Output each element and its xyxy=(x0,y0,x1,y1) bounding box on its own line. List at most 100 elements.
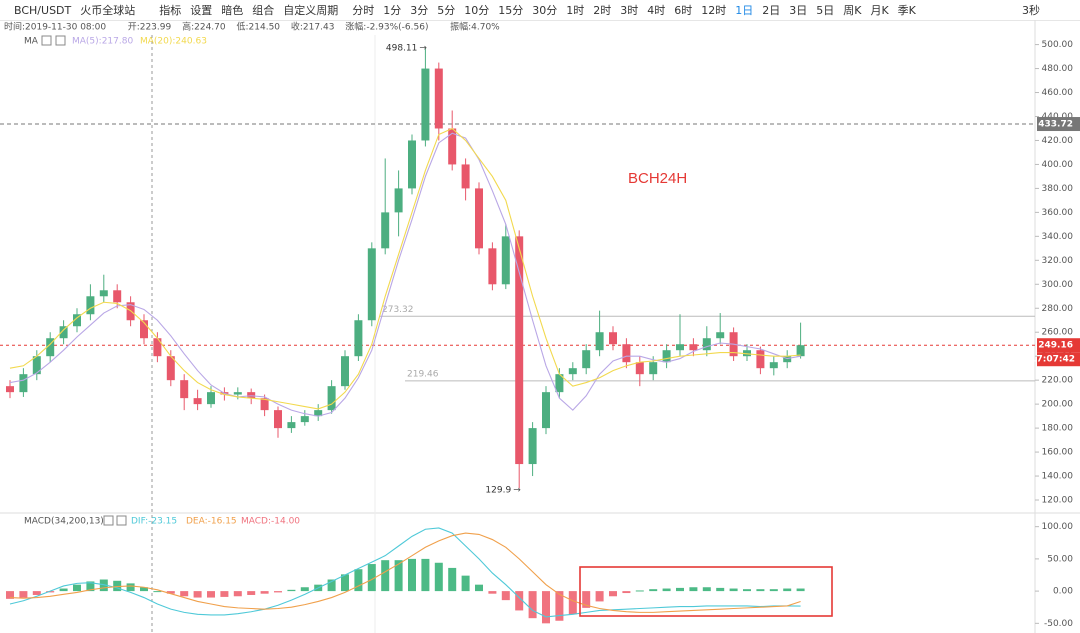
candle-body xyxy=(568,368,577,375)
candle-body xyxy=(140,320,148,339)
ma-legend: MA(20):240.63 xyxy=(140,37,207,47)
macd-bar xyxy=(193,591,202,598)
toolbar-button[interactable]: 设置 xyxy=(190,4,213,17)
period-button[interactable]: 10分 xyxy=(464,4,490,17)
macd-bar xyxy=(729,588,738,592)
price-tag xyxy=(1037,117,1080,132)
price-line-label: 219.46 xyxy=(407,369,439,379)
candle-body xyxy=(448,128,457,165)
candle-body xyxy=(689,344,698,351)
macd-bar xyxy=(86,581,95,592)
macd-bar xyxy=(327,579,336,592)
macd-bar xyxy=(99,579,108,592)
candle-body xyxy=(716,332,725,339)
candle-body xyxy=(702,338,711,351)
macd-bar xyxy=(676,587,684,592)
candle-body xyxy=(46,338,55,357)
macd-bar xyxy=(515,591,524,611)
period-button[interactable]: 1分 xyxy=(383,4,402,17)
period-button[interactable]: 分时 xyxy=(352,4,375,17)
macd-bar xyxy=(260,591,269,594)
candle-body xyxy=(6,386,14,393)
macd-bar xyxy=(796,588,805,592)
arrow: → xyxy=(419,43,427,53)
arrow: → xyxy=(513,486,521,496)
y-tick-label: 120.00 xyxy=(1042,496,1074,506)
candle-body xyxy=(59,326,68,339)
period-button[interactable]: 15分 xyxy=(498,4,524,17)
symbol[interactable]: BCH/USDT xyxy=(14,3,72,17)
period-button[interactable]: 12时 xyxy=(701,4,727,17)
countdown: 17:07:42 xyxy=(1030,355,1075,365)
macd-bar xyxy=(274,591,282,593)
period-button[interactable]: 5日 xyxy=(816,4,835,17)
period-button[interactable]: 周K xyxy=(843,4,862,17)
info-text: 涨幅:-2.93%(-6.56) xyxy=(345,21,428,33)
macd-bar xyxy=(247,591,256,595)
candle-body xyxy=(354,320,363,357)
candle-body xyxy=(73,314,81,327)
period-button[interactable]: 3时 xyxy=(620,4,639,17)
macd-bar xyxy=(381,560,390,592)
y-tick-label: 50.00 xyxy=(1047,554,1073,564)
candle-body xyxy=(260,398,269,411)
candle-body xyxy=(113,290,122,303)
macd-bar xyxy=(769,589,778,592)
icon xyxy=(41,35,52,46)
candle-body xyxy=(287,422,296,429)
ma-legend: MA(5):217.80 xyxy=(72,37,133,47)
macd-bar xyxy=(6,591,14,599)
macd-legend: DIF:-23.15 xyxy=(131,517,177,527)
macd-bar xyxy=(220,591,229,597)
candle-body xyxy=(756,350,765,369)
candle-body xyxy=(743,350,751,357)
candle-body xyxy=(555,374,564,393)
period-button[interactable]: 6时 xyxy=(674,4,693,17)
y-tick-label: 320.00 xyxy=(1042,256,1074,266)
candle-body xyxy=(649,362,658,375)
y-tick-label: 100.00 xyxy=(1042,522,1074,532)
macd-bar xyxy=(756,589,765,592)
refresh[interactable]: 3秒 xyxy=(1022,4,1040,17)
candle-body xyxy=(367,248,376,321)
toolbar-button[interactable]: 暗色 xyxy=(221,4,244,17)
period-button[interactable]: 2日 xyxy=(762,4,781,17)
macd-bar xyxy=(126,583,135,592)
candle-body xyxy=(207,392,215,405)
candle-body xyxy=(99,290,108,297)
macd-bar xyxy=(716,587,725,592)
macd-bar xyxy=(622,591,631,594)
macd-bar xyxy=(207,591,215,598)
period-button[interactable]: 1日 xyxy=(735,4,754,17)
macd-bar xyxy=(448,567,457,592)
period-button[interactable]: 4时 xyxy=(647,4,666,17)
high-label: 498.11 xyxy=(386,43,418,53)
period-button[interactable]: 月K xyxy=(870,4,889,17)
macd-bar xyxy=(434,562,443,592)
period-button[interactable]: 5分 xyxy=(437,4,456,17)
macd-bar xyxy=(743,589,751,592)
annotation: BCH24H xyxy=(628,170,687,187)
y-tick-label: 500.00 xyxy=(1042,40,1074,50)
period-button[interactable]: 3分 xyxy=(410,4,429,17)
y-tick-label: 140.00 xyxy=(1042,472,1074,482)
period-button[interactable]: 季K xyxy=(897,4,916,17)
y-tick-label: -50.00 xyxy=(1044,619,1073,629)
y-tick-label: 440.00 xyxy=(1042,112,1074,122)
period-button[interactable]: 3日 xyxy=(789,4,808,17)
macd-bar xyxy=(528,591,537,619)
macd-bar xyxy=(421,558,430,592)
toolbar-button[interactable]: 组合 xyxy=(252,4,275,17)
period-button[interactable]: 1时 xyxy=(566,4,585,17)
period-menu[interactable]: 自定义周期 xyxy=(283,4,339,17)
toolbar: BCH/USDT 火币全球站 指标 设置 暗色 组合 自定义周期 分时 1分 3分 5分 10分 1… xyxy=(0,0,1080,21)
candle-body xyxy=(180,380,189,399)
candle-body xyxy=(32,356,41,375)
macd-bar xyxy=(300,587,309,592)
period-button[interactable]: 30分 xyxy=(532,4,558,17)
info-text: 高:224.70 xyxy=(182,21,226,33)
toolbar-button[interactable]: 指标 xyxy=(159,4,182,17)
macd-bar xyxy=(341,574,349,592)
period-button[interactable]: 2时 xyxy=(593,4,612,17)
